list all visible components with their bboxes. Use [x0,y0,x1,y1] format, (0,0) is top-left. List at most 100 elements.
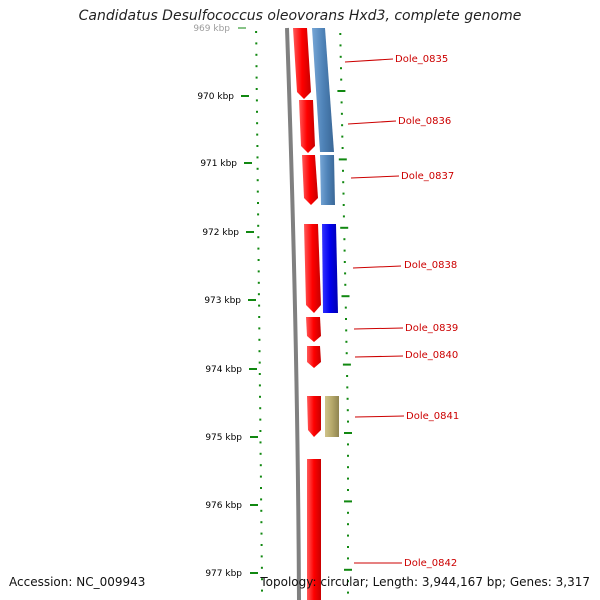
ruler-dot [259,407,262,410]
gene-arrow [299,100,315,153]
ruler-dot [255,99,258,102]
ruler-dash [340,226,349,229]
ruler-dot [256,190,259,193]
gene-callout: Dole_0837 [350,171,454,182]
tick-label: 973 kbp [204,296,241,306]
ruler-dot [347,443,349,446]
tick-label: 970 kbp [197,92,234,102]
gene-arrow [304,224,321,313]
ruler-dot [259,418,262,421]
gene-label: Dole_0840 [405,350,458,361]
gene-label: Dole_0841 [406,411,459,422]
tick-label: 977 kbp [205,569,242,579]
ruler-dot [347,534,349,537]
ruler-dot [259,430,262,432]
scale-tick: 977 kbp [205,569,258,579]
ruler-dot [259,395,261,398]
ruler-dot [347,511,349,514]
cog-bar [325,396,339,437]
ruler-dot [260,498,263,501]
tick-label: 976 kbp [205,501,242,511]
ruler-dot [258,373,261,375]
gene-label: Dole_0836 [398,116,451,127]
ruler-dot [339,55,342,58]
map-title: Candidatus Desulfococcus oleovorans Hxd3… [78,8,522,24]
gene-arrow [302,155,318,205]
ruler-dot [342,215,345,218]
gene-label: Dole_0835 [395,54,448,65]
ruler-dot [342,204,345,206]
ruler-dot [260,544,263,546]
tick-label: 975 kbp [205,433,242,443]
outer-ruler [337,33,352,594]
ruler-dot [259,452,262,455]
ruler-dot [341,124,344,127]
ruler-dot [255,88,258,90]
ruler-dot [260,555,263,558]
ruler-dot [255,53,258,56]
ruler-dot [256,122,259,125]
ruler-dash [344,432,352,434]
ruler-dot [259,475,262,478]
ruler-dot [340,112,343,115]
ruler-dot [347,546,349,548]
ruler-dot [256,145,259,147]
ruler-dot [347,466,349,469]
ruler-dot [257,224,260,227]
gene-arrow [306,317,321,342]
gene-callout: Dole_0842 [354,558,457,569]
cog-bars [312,28,339,437]
ruler-dot [257,213,260,216]
ruler-dot [256,156,259,159]
ruler-dash [344,500,352,503]
ruler-dot [347,523,349,526]
ruler-dot [257,270,260,273]
tick-label: 969 kbp [193,24,230,34]
ruler-dot [256,133,259,136]
ruler-dot [347,557,349,560]
ruler-dot [343,261,346,263]
ruler-dot [344,272,347,275]
ruler-dot [256,110,258,113]
scale-tick: 969 kbp [193,24,246,34]
ruler-dot [346,386,349,389]
gene-label: Dole_0838 [404,260,457,271]
ruler-dot [340,67,342,70]
ruler-dot [255,65,258,68]
ruler-dot [255,42,258,45]
ruler-dot [257,247,260,250]
gene-arrow [307,346,321,368]
ruler-dot [259,441,262,444]
ruler-dot [345,340,348,343]
gene-callout: Dole_0835 [344,54,448,65]
ruler-dash [338,158,347,161]
scale-tick: 970 kbp [197,92,249,102]
scale-tick: 974 kbp [205,365,257,375]
gene-callout: Dole_0841 [354,411,459,422]
ruler-dot [260,521,263,524]
ruler-dot [261,578,263,581]
ruler-dot [260,509,263,512]
ruler-dot [258,350,261,353]
ruler-dot [341,135,344,138]
gene-label: Dole_0839 [405,323,458,334]
ruler-dot [259,464,262,467]
gene-labels: Dole_0835 Dole_0836 Dole_0837 Dole_0838 … [344,54,459,569]
ruler-dot [347,477,349,480]
ruler-dot [347,580,349,583]
genome-info-text: Topology: circular; Length: 3,944,167 bp… [260,575,590,589]
ruler-dot [256,167,259,170]
gene-callout: Dole_0838 [352,260,457,271]
ruler-dot [260,566,263,569]
ruler-dot [340,78,343,81]
cog-bar [322,224,338,313]
ruler-dot [257,293,260,296]
ruler-dot [347,591,349,594]
tick-label: 972 kbp [202,228,239,238]
ruler-dash [341,295,350,298]
gene-arrow [307,459,321,600]
ruler-dash [337,90,346,92]
scale-ticks: 969 kbp 970 kbp 971 kbp 972 kbp 973 kbp … [193,24,258,579]
